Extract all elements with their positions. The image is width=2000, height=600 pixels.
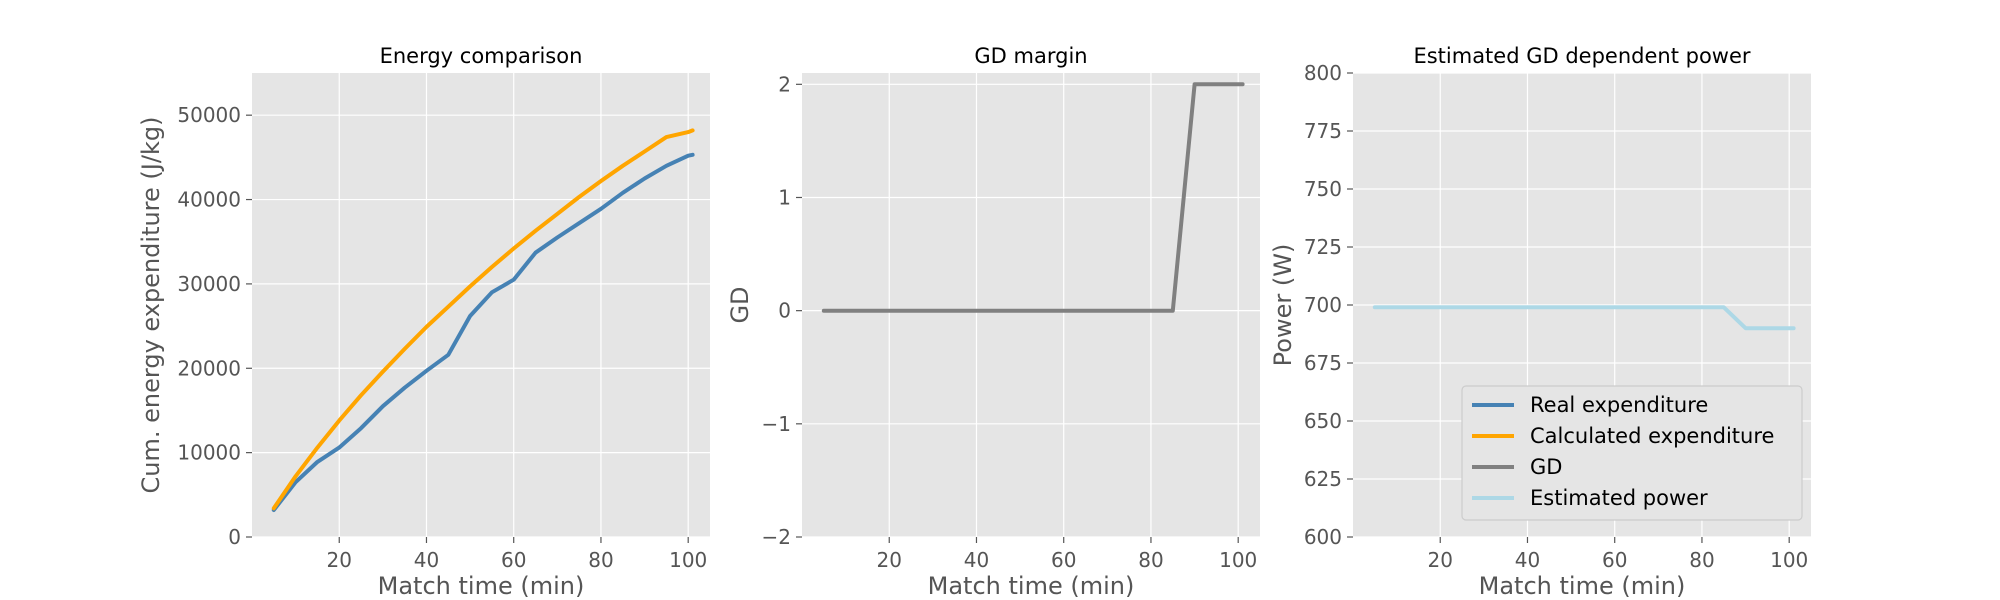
y-tick-label: 0	[778, 299, 791, 323]
x-tick-label: 80	[1138, 548, 1163, 572]
chart-title: GD margin	[974, 44, 1087, 68]
y-tick-label: 50000	[177, 103, 241, 127]
x-tick-label: 60	[1051, 548, 1076, 572]
x-tick-label: 100	[1219, 548, 1257, 572]
x-axis-label: Match time (min)	[928, 572, 1135, 600]
y-tick-label: 0	[228, 525, 241, 549]
y-tick-label: 1	[778, 185, 791, 209]
x-axis-label: Match time (min)	[1479, 572, 1686, 600]
y-axis-label: Cum. energy expenditure (J/kg)	[137, 117, 165, 494]
x-tick-label: 60	[501, 548, 526, 572]
x-tick-label: 100	[1770, 548, 1808, 572]
y-axis-label: GD	[726, 286, 754, 323]
x-tick-label: 100	[669, 548, 707, 572]
x-tick-label: 40	[964, 548, 989, 572]
legend-label: Estimated power	[1530, 486, 1708, 510]
y-tick-label: 700	[1304, 293, 1342, 317]
chart-panel-3: 20 40 60 80 100 600 625 650 675 700 725 750 775 800 Es…	[1269, 44, 1811, 600]
y-tick-label: 10000	[177, 441, 241, 465]
y-tick-label: 650	[1304, 409, 1342, 433]
y-tick-label: 30000	[177, 272, 241, 296]
legend: Real expenditure Calculated expenditure GD…	[1461, 385, 1803, 521]
y-tick-label: 625	[1304, 467, 1342, 491]
x-tick-label: 80	[588, 548, 613, 572]
x-tick-label: 40	[414, 548, 439, 572]
y-tick-label: 725	[1304, 235, 1342, 259]
y-tick-label: 40000	[177, 188, 241, 212]
x-tick-label: 60	[1602, 548, 1627, 572]
y-axis-label: Power (W)	[1269, 244, 1297, 367]
y-tick-label: −1	[762, 412, 791, 436]
x-tick-label: 20	[1428, 548, 1453, 572]
series-line-estimated-power	[1372, 305, 1796, 331]
legend-label: Calculated expenditure	[1530, 424, 1774, 448]
x-tick-label: 80	[1689, 548, 1714, 572]
plot-area	[802, 73, 1260, 537]
legend-label: Real expenditure	[1530, 393, 1708, 417]
series-line-real-expenditure	[271, 152, 695, 512]
y-tick-label: 800	[1304, 61, 1342, 85]
chart-title: Energy comparison	[380, 44, 583, 68]
y-tick-label: 20000	[177, 356, 241, 380]
series-line-gd	[821, 82, 1245, 313]
x-axis-label: Match time (min)	[378, 572, 585, 600]
chart-panel-1: 20 40 60 80 100 0 10000 20000 30000 40000 50000 Ene…	[137, 44, 710, 600]
y-tick-label: 600	[1304, 525, 1342, 549]
y-tick-label: 2	[778, 72, 791, 96]
legend-box	[1461, 385, 1803, 521]
y-tick-label: −2	[762, 525, 791, 549]
x-tick-label: 20	[327, 548, 352, 572]
y-tick-label: 750	[1304, 177, 1342, 201]
y-tick-label: 775	[1304, 119, 1342, 143]
x-tick-label: 20	[877, 548, 902, 572]
y-tick-label: 675	[1304, 351, 1342, 375]
series-line-calculated-expenditure	[271, 128, 695, 511]
chart-panel-2: 20 40 60 80 100 −2 −1 0 1 2 GD margin Match time (m…	[726, 44, 1260, 600]
chart-title: Estimated GD dependent power	[1413, 44, 1750, 68]
legend-label: GD	[1530, 455, 1562, 479]
x-tick-label: 40	[1515, 548, 1540, 572]
